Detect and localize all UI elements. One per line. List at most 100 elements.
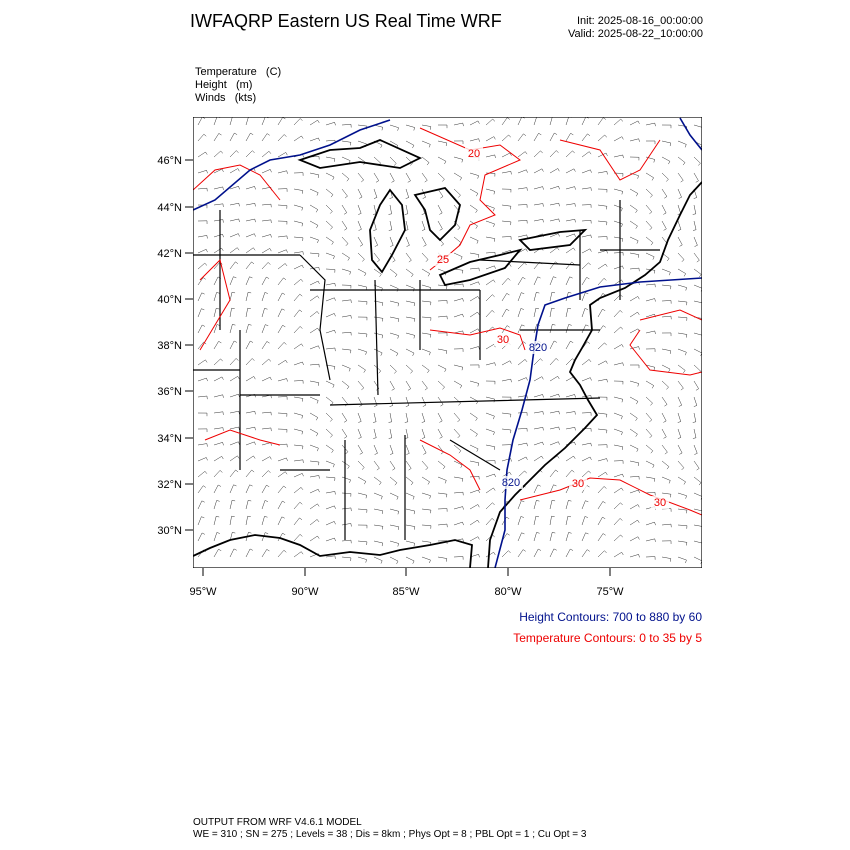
contour-label: 30 (497, 334, 509, 346)
wind-barb (389, 460, 396, 471)
wind-barb (533, 427, 544, 431)
wind-barb (293, 412, 303, 419)
wind-barb (453, 330, 464, 335)
wind-barb (229, 307, 235, 318)
wind-barb (405, 492, 415, 500)
wind-barb (213, 427, 224, 431)
wind-barb (325, 460, 335, 468)
wind-barb (565, 455, 576, 462)
lon-label: 95°W (189, 586, 217, 598)
contour-label: 20 (468, 148, 480, 160)
wind-barb (229, 548, 237, 558)
lat-label: 30°N (157, 525, 182, 537)
wind-barb (469, 172, 479, 179)
wind-barb (533, 218, 544, 223)
wind-barb (485, 118, 496, 126)
wind-barb (293, 204, 303, 211)
wind-barb (293, 551, 304, 558)
wind-barb (373, 556, 383, 564)
wind-barb (325, 521, 336, 526)
wind-barb (693, 124, 702, 131)
wind-barb (565, 427, 576, 431)
wind-barb (677, 172, 684, 183)
wind-barb (677, 460, 685, 471)
wind-barb (693, 460, 700, 471)
wind-barb (245, 515, 251, 526)
wind-barb (469, 138, 480, 142)
wind-barb (309, 252, 320, 257)
wind-barb (229, 426, 240, 431)
wind-barb (341, 331, 352, 336)
wind-barb (629, 267, 640, 272)
wind-barb (373, 444, 378, 455)
wind-barb (277, 308, 285, 318)
wind-barb (325, 428, 333, 438)
wind-barb (437, 396, 444, 407)
wind-barb (613, 396, 624, 403)
wind-barb (357, 476, 367, 485)
wind-barb (229, 455, 240, 462)
wind-barb (325, 380, 335, 388)
wind-barb (197, 341, 207, 350)
wind-barb (325, 172, 335, 180)
wind-barb (565, 548, 574, 558)
wind-barb (613, 310, 623, 318)
wind-barb (517, 500, 525, 510)
wind-barb (469, 204, 478, 213)
wind-barb (693, 444, 698, 455)
wind-barb (501, 134, 511, 142)
wind-barb (357, 236, 364, 247)
wind-barb (693, 300, 702, 307)
wind-barb (469, 346, 480, 350)
wind-barb (453, 172, 463, 181)
wind-barb (325, 347, 336, 352)
wind-barb (565, 358, 575, 366)
wind-barb (549, 375, 560, 382)
wind-barb (357, 396, 363, 407)
wind-barb (661, 364, 671, 373)
wind-barb (341, 172, 350, 182)
wind-barb (597, 117, 606, 126)
wind-barb (245, 455, 256, 462)
wind-barb (645, 236, 654, 246)
wind-barb (229, 291, 236, 302)
wind-barb (261, 516, 268, 526)
wind-barb (437, 508, 448, 512)
contour-label: 30 (572, 478, 584, 490)
wind-barb (293, 517, 303, 526)
wind-barb (677, 252, 685, 262)
wind-barb (693, 508, 702, 515)
wind-barb (213, 233, 224, 238)
wind-barb (277, 188, 288, 192)
wind-barb (229, 499, 236, 510)
wind-barb (677, 396, 683, 407)
wind-barb (453, 380, 463, 389)
wind-barb (677, 556, 687, 564)
wind-barb (293, 236, 304, 241)
wind-barb (437, 172, 445, 182)
wind-barb (277, 170, 288, 174)
wind-barb (469, 380, 479, 387)
wind-barb (613, 473, 624, 478)
wind-barb (373, 220, 377, 231)
contour-label: 30 (654, 497, 666, 509)
wind-barb (405, 396, 410, 407)
wind-barb (501, 171, 512, 175)
wind-barb (469, 428, 478, 437)
height-legend: Height Contours: 700 to 880 by 60 (519, 610, 702, 624)
wind-barb (373, 364, 382, 374)
wind-barb (229, 261, 239, 270)
wind-barb (565, 203, 576, 207)
wind-barb (357, 268, 367, 277)
wind-barb (661, 156, 671, 165)
wind-barb (261, 133, 270, 142)
wind-barb (437, 348, 448, 354)
wind-barb (437, 364, 447, 372)
wind-barb (453, 491, 464, 496)
wind-barb (293, 380, 304, 384)
wind-barb (533, 186, 544, 190)
wind-barb (197, 292, 205, 302)
wind-barb (245, 324, 252, 334)
wind-barb (229, 324, 236, 334)
wind-barb (437, 460, 446, 470)
